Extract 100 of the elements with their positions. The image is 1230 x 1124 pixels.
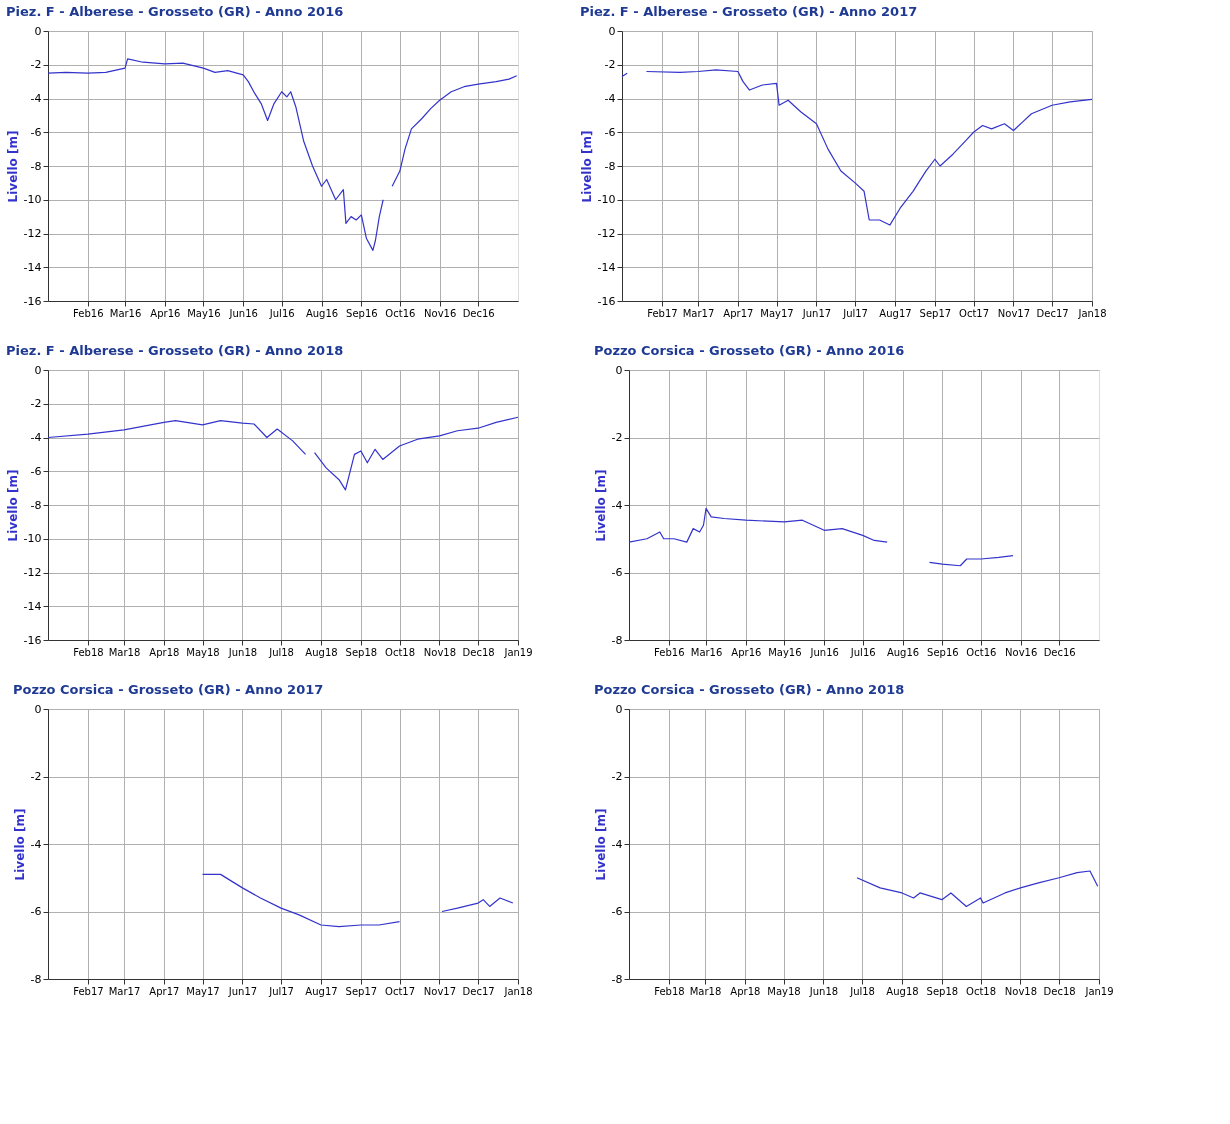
- x-tick-label: Apr18: [730, 985, 761, 997]
- x-tick-label: Mar18: [108, 646, 141, 658]
- x-tick-label: Mar17: [682, 307, 715, 319]
- x-tick-label: Jun16: [228, 307, 258, 319]
- x-tick-label: Oct18: [966, 985, 997, 997]
- x-tick-label: Dec16: [1043, 646, 1076, 658]
- x-tick-label: Aug17: [879, 307, 912, 319]
- x-tick-label: Sep17: [919, 307, 952, 319]
- x-tick-label: Jan18: [503, 985, 533, 997]
- x-tick-label: Jul17: [842, 307, 868, 319]
- x-tick-label: May18: [186, 646, 220, 658]
- x-tick-label: Jan19: [503, 646, 533, 658]
- x-tick-label: Jun17: [801, 307, 832, 319]
- line-series: [856, 870, 1099, 908]
- x-tick-label: Oct16: [966, 646, 997, 658]
- y-tick-label: -8: [611, 633, 623, 647]
- x-tick-label: Nov16: [424, 307, 457, 319]
- y-tick-label: 0: [608, 24, 616, 38]
- x-tick-label: May18: [767, 985, 801, 997]
- x-tick-label: Sep18: [926, 985, 959, 997]
- y-tick-label: -4: [611, 837, 623, 851]
- y-tick-label: -4: [30, 837, 42, 851]
- y-axis-title: Livello [m]: [593, 469, 608, 542]
- y-tick-label: -8: [30, 498, 42, 512]
- y-tick-label: -6: [30, 464, 42, 478]
- x-tick-label: Jul18: [268, 646, 294, 658]
- x-tick-label: Nov18: [1004, 985, 1038, 997]
- y-tick-label: -4: [30, 92, 42, 105]
- x-tick-label: Nov16: [1005, 646, 1038, 658]
- y-tick-label: 0: [34, 702, 42, 716]
- y-tick-label: -6: [611, 905, 623, 918]
- y-tick-label: -16: [23, 294, 42, 308]
- x-tick-label: Oct17: [385, 985, 416, 997]
- x-tick-label: Mar18: [689, 985, 722, 997]
- x-tick-label: Mar17: [108, 985, 141, 997]
- chart-title: Piez. F - Alberese - Grosseto (GR) - Anno 2016: [6, 4, 344, 19]
- y-tick-label: -12: [23, 227, 42, 240]
- y-tick-label: -2: [611, 431, 623, 444]
- y-tick-label: -2: [604, 58, 616, 72]
- x-tick-label: Dec18: [1043, 985, 1076, 997]
- x-tick-label: Sep16: [927, 646, 959, 658]
- y-tick-label: -2: [30, 58, 42, 72]
- y-tick-label: -2: [30, 397, 42, 411]
- x-tick-label: Aug18: [305, 646, 338, 658]
- y-tick-label: -4: [611, 498, 623, 512]
- x-tick-label: May16: [768, 646, 802, 658]
- x-tick-label: Aug16: [886, 646, 920, 658]
- x-tick-label: Sep17: [345, 985, 378, 997]
- x-tick-label: Jul16: [268, 307, 295, 319]
- y-tick-label: -10: [23, 532, 42, 546]
- x-tick-label: Jun17: [227, 985, 258, 997]
- x-tick-label: May16: [187, 307, 221, 319]
- x-tick-label: Feb18: [654, 985, 685, 997]
- y-tick-label: -6: [30, 905, 42, 918]
- x-tick-label: Jul16: [849, 646, 876, 658]
- x-tick-label: Dec17: [462, 985, 495, 997]
- x-tick-label: May17: [760, 307, 794, 319]
- x-tick-label: Dec16: [462, 307, 495, 319]
- x-tick-label: Jan19: [1084, 985, 1114, 997]
- x-tick-label: Oct16: [385, 307, 416, 319]
- y-tick-label: -10: [597, 193, 616, 207]
- x-tick-label: Oct17: [959, 307, 990, 319]
- y-tick-label: -6: [604, 125, 616, 139]
- y-axis-title: Livello [m]: [5, 130, 20, 203]
- y-tick-label: -16: [23, 633, 42, 647]
- x-tick-label: May17: [186, 985, 220, 997]
- x-tick-label: Aug18: [886, 985, 919, 997]
- y-tick-label: -4: [604, 92, 616, 105]
- y-axis-title: Livello [m]: [579, 130, 594, 203]
- x-tick-label: Sep16: [346, 307, 378, 319]
- x-tick-label: Jul17: [268, 985, 294, 997]
- y-axis-title: Livello [m]: [593, 808, 608, 881]
- x-tick-label: Sep18: [345, 646, 378, 658]
- y-tick-label: 0: [615, 363, 623, 377]
- y-tick-label: -2: [611, 770, 623, 783]
- x-tick-label: Jun16: [809, 646, 839, 658]
- x-tick-label: Feb16: [654, 646, 685, 658]
- chart-title: Pozzo Corsica - Grosseto (GR) - Anno 2016: [594, 343, 905, 358]
- x-tick-label: Feb17: [647, 307, 678, 319]
- chart-title: Piez. F - Alberese - Grosseto (GR) - Anno 2018: [6, 343, 344, 358]
- y-tick-label: 0: [34, 24, 42, 38]
- y-tick-label: 0: [34, 363, 42, 377]
- x-tick-label: Apr18: [149, 646, 180, 658]
- chart-title: Pozzo Corsica - Grosseto (GR) - Anno 2017: [13, 682, 324, 697]
- x-tick-label: Nov18: [423, 646, 457, 658]
- x-tick-label: Aug16: [305, 307, 339, 319]
- y-tick-label: -12: [597, 227, 616, 240]
- y-tick-label: -6: [611, 566, 623, 579]
- y-tick-label: -8: [30, 972, 42, 986]
- chart-title: Pozzo Corsica - Grosseto (GR) - Anno 2018: [594, 682, 905, 697]
- y-tick-label: -8: [30, 159, 42, 173]
- y-tick-label: -10: [23, 193, 42, 207]
- x-tick-label: Apr17: [723, 307, 754, 319]
- y-tick-label: -14: [597, 260, 616, 274]
- x-tick-label: Nov17: [423, 985, 457, 997]
- y-axis-title: Livello [m]: [5, 469, 20, 542]
- x-tick-label: Apr16: [731, 646, 762, 658]
- x-tick-label: Jun18: [227, 646, 258, 658]
- x-tick-label: Feb17: [73, 985, 104, 997]
- x-tick-label: Jun18: [808, 985, 839, 997]
